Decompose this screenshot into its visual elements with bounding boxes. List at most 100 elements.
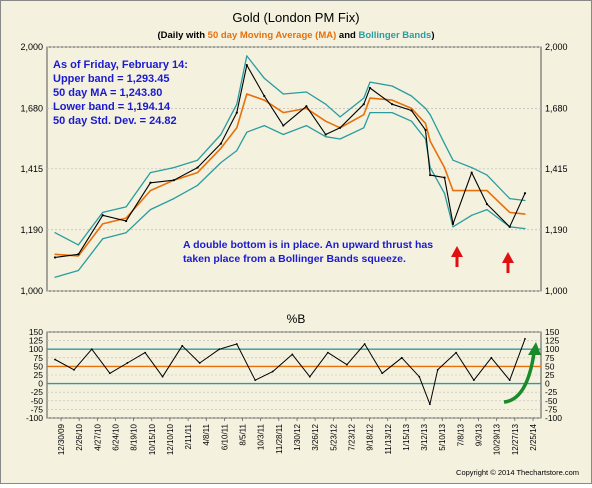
percent-b-y-tick-label: -25 [31, 387, 44, 397]
data-point [54, 232, 56, 234]
price-series-group [53, 55, 527, 278]
data-point [254, 379, 257, 382]
percent-b-y-tick-label: 150 [545, 327, 559, 337]
data-point [305, 91, 307, 93]
percent-b-y-tick-label: 0 [545, 379, 550, 389]
data-point [470, 171, 473, 174]
stats-line-lower: Lower band = 1,194.14 [53, 101, 171, 113]
data-point [452, 190, 454, 192]
x-axis-date-label: 1/15/13 [402, 423, 411, 450]
data-point [235, 111, 238, 114]
percent-b-y-tick-label: -75 [545, 404, 558, 414]
data-point [471, 166, 473, 169]
price-y-tick-label: 1,680 [20, 103, 43, 113]
data-point [291, 353, 294, 356]
data-point [424, 122, 427, 124]
chart-subtitle: (Daily with 50 day Moving Average (MA) a… [158, 30, 435, 41]
x-axis-date-label: 8/5/11 [239, 423, 248, 445]
percent-b-y-tick-label: 125 [29, 336, 43, 346]
data-point [173, 198, 175, 200]
x-axis-date-labels: 12/30/09 2/26/10 4/27/10 6/24/10 8/19/10 10/1… [57, 418, 538, 455]
percent-b-line [54, 338, 526, 405]
data-point [305, 124, 307, 127]
data-point [54, 253, 56, 255]
data-point [108, 372, 111, 375]
price-y-tick-label: 1,415 [545, 164, 568, 174]
data-point [245, 63, 248, 67]
data-point [198, 362, 201, 364]
data-point [125, 219, 128, 223]
data-point [324, 133, 327, 136]
data-point [282, 93, 284, 95]
data-point [418, 375, 421, 378]
data-point [391, 103, 394, 106]
data-point [263, 94, 266, 98]
price-y-tick-label: 1,000 [545, 286, 568, 296]
data-point [126, 362, 129, 364]
data-point [443, 192, 446, 194]
x-axis-date-label: 7/8/13 [456, 423, 465, 446]
percent-b-y-tick-label: -25 [545, 387, 558, 397]
subtitle-ma: 50 day Moving Average (MA) [208, 30, 337, 41]
data-point [429, 173, 432, 177]
data-point [220, 162, 222, 164]
percent-b-y-tick-label: -75 [31, 404, 44, 414]
data-point [486, 209, 488, 211]
x-axis-date-label: 6/24/10 [111, 423, 120, 450]
data-point [102, 223, 104, 225]
data-point [149, 190, 152, 192]
data-point [339, 116, 341, 118]
green-curved-arrow [503, 342, 541, 404]
data-point [271, 370, 274, 373]
data-point [90, 348, 93, 351]
data-point [282, 111, 284, 114]
x-axis-date-label: 10/15/10 [148, 423, 157, 455]
data-point [436, 368, 439, 371]
data-point [490, 356, 493, 359]
data-point [54, 358, 56, 361]
percent-b-y-tick-label: -100 [545, 413, 562, 423]
data-point [486, 174, 488, 176]
data-point [325, 120, 327, 122]
data-point [455, 351, 457, 354]
data-point [125, 206, 127, 208]
data-point [391, 111, 393, 114]
copyright-text: Copyright © 2014 Thechartstore.com [456, 468, 579, 477]
price-y-tick-label: 1,190 [545, 225, 568, 235]
stats-line-ma: 50 day MA = 1,243.80 [53, 87, 162, 99]
data-point [524, 213, 526, 215]
data-point [172, 179, 175, 182]
percent-b-series-group [54, 337, 526, 406]
data-point [149, 171, 152, 174]
price-y-axis-left: 1,000 1,190 1,415 1,680 2,000 [20, 42, 43, 296]
data-point [125, 217, 127, 219]
data-point [220, 147, 222, 149]
price-y-axis-right: 1,000 1,190 1,415 1,680 2,000 [545, 42, 568, 296]
data-point [509, 211, 511, 214]
chart-title: Gold (London PM Fix) [232, 10, 359, 25]
x-axis-date-label: 1/30/12 [293, 423, 302, 450]
price-y-tick-label: 2,000 [545, 42, 568, 52]
data-point [452, 159, 454, 161]
percent-b-y-tick-label: -50 [31, 396, 44, 406]
subtitle-bb: Bollinger Bands [358, 30, 431, 41]
percent-b-title: %B [287, 312, 306, 326]
data-point [451, 222, 455, 225]
data-point [363, 343, 366, 345]
data-point [144, 351, 147, 354]
data-point [410, 120, 413, 122]
data-point [429, 140, 431, 142]
x-axis-date-label: 12/27/13 [511, 423, 520, 455]
x-axis-date-label: 9/3/13 [475, 423, 484, 446]
x-axis-date-label: 10/3/11 [257, 423, 266, 450]
data-point [391, 85, 393, 87]
data-point [509, 198, 511, 200]
data-point [363, 97, 365, 99]
data-point [263, 99, 265, 101]
data-point [218, 348, 221, 351]
red-arrow-2 [502, 252, 514, 273]
price-y-tick-label: 1,680 [545, 103, 568, 113]
price-y-tick-label: 1,000 [20, 286, 43, 296]
percent-b-y-tick-label: 100 [545, 344, 559, 354]
